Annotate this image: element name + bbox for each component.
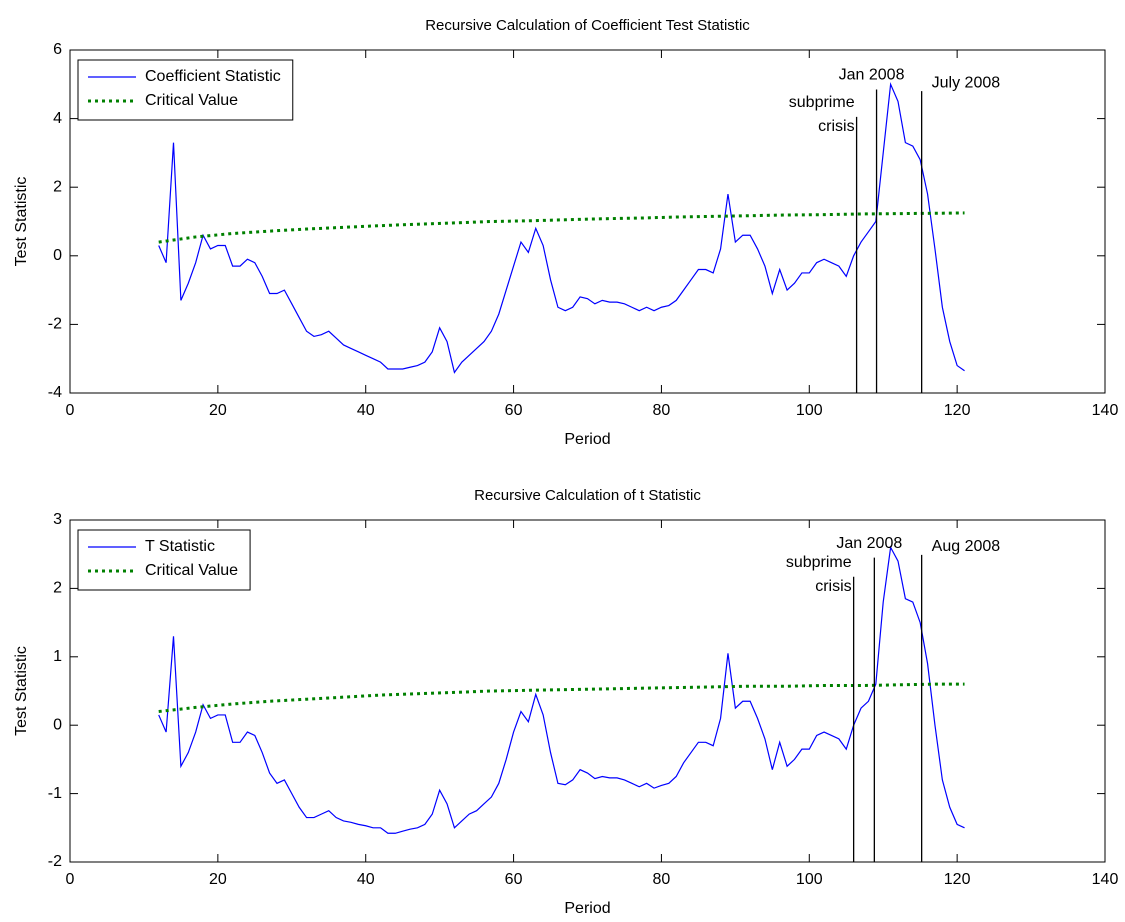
plot-frame xyxy=(69,49,1106,394)
legend-frame xyxy=(77,529,251,591)
x-axis-label: Period xyxy=(564,900,610,917)
annotation-label: subprime xyxy=(786,554,852,571)
x-axis-label: Period xyxy=(564,431,610,448)
y-tick-label: 0 xyxy=(53,716,62,733)
x-tick-label: 140 xyxy=(1092,402,1119,419)
y-axis-label: Test Statistic xyxy=(13,177,30,267)
y-tick-label: -4 xyxy=(48,384,62,401)
plot-frame xyxy=(69,519,1106,863)
legend: Coefficient Statistic Critical Value xyxy=(77,59,294,121)
data-line xyxy=(158,545,965,834)
annotation-label: crisis xyxy=(815,578,851,595)
data-line xyxy=(158,81,965,374)
data-line xyxy=(158,682,965,714)
legend: T Statistic Critical Value xyxy=(77,529,251,591)
y-tick-label: 1 xyxy=(53,648,62,665)
y-axis-label: Test Statistic xyxy=(13,646,30,736)
y-tick-label: 3 xyxy=(53,511,62,528)
x-tick-label: 0 xyxy=(66,871,75,888)
x-tick-label: 120 xyxy=(944,871,971,888)
x-tick-label: 80 xyxy=(653,402,671,419)
legend-label: Critical Value xyxy=(145,92,238,109)
x-tick-label: 20 xyxy=(209,402,227,419)
x-tick-label: 80 xyxy=(653,871,671,888)
x-tick-label: 140 xyxy=(1092,871,1119,888)
legend-label: Coefficient Statistic xyxy=(145,68,281,85)
x-tick-label: 40 xyxy=(357,402,375,419)
y-tick-label: 2 xyxy=(53,580,62,597)
y-tick-label: -1 xyxy=(48,785,62,802)
data-line xyxy=(158,211,965,244)
annotation-label: Jan 2008 xyxy=(836,535,902,552)
y-tick-label: 6 xyxy=(53,41,62,58)
x-tick-label: 100 xyxy=(796,871,823,888)
y-tick-label: 2 xyxy=(53,178,62,195)
legend-frame xyxy=(77,59,294,121)
annotation-label: July 2008 xyxy=(932,74,1001,91)
chart-title: Recursive Calculation of Coefficient Tes… xyxy=(425,17,750,34)
x-tick-label: 40 xyxy=(357,871,375,888)
annotation-label: Jan 2008 xyxy=(839,67,905,84)
x-tick-label: 100 xyxy=(796,402,823,419)
y-tick-label: 0 xyxy=(53,247,62,264)
annotation-label: Aug 2008 xyxy=(932,538,1001,555)
annotation-label: subprime xyxy=(789,94,855,111)
x-tick-label: 120 xyxy=(944,402,971,419)
annotation-label: crisis xyxy=(818,118,854,135)
y-tick-label: -2 xyxy=(48,316,62,333)
x-tick-label: 0 xyxy=(66,402,75,419)
x-tick-label: 60 xyxy=(505,402,523,419)
x-tick-label: 20 xyxy=(209,871,227,888)
legend-label: Critical Value xyxy=(145,562,238,579)
y-tick-label: -2 xyxy=(48,853,62,870)
x-tick-label: 60 xyxy=(505,871,523,888)
chart-title: Recursive Calculation of t Statistic xyxy=(474,487,701,504)
y-tick-label: 4 xyxy=(53,110,62,127)
legend-label: T Statistic xyxy=(145,538,215,555)
